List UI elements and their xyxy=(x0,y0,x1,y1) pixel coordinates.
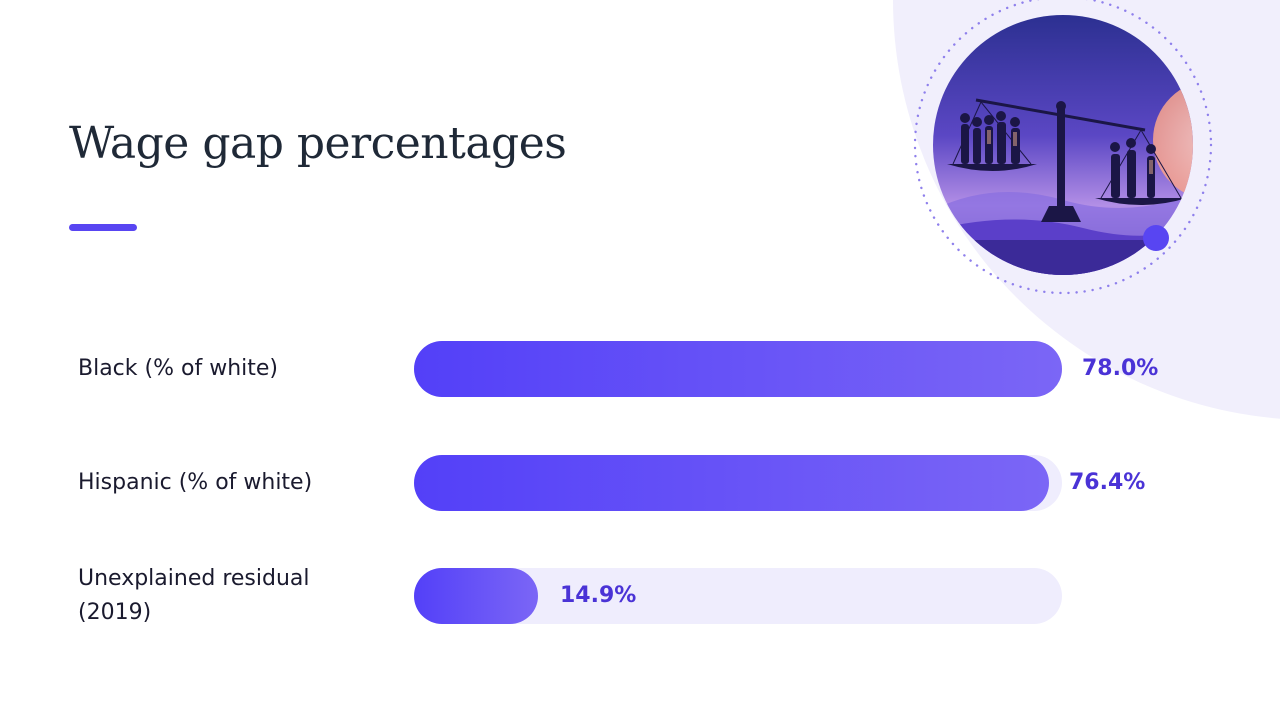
bar-label: Black (% of white) xyxy=(78,356,278,381)
bar-value-label: 76.4% xyxy=(1069,470,1146,495)
bar xyxy=(414,341,1062,397)
bar-track xyxy=(414,341,1062,397)
bar xyxy=(414,568,538,624)
bar-track xyxy=(414,568,1062,624)
page-title: Wage gap percentages xyxy=(69,118,567,169)
bar-value-label: 78.0% xyxy=(1082,356,1159,381)
bar-label: Unexplained residual (2019) xyxy=(78,566,310,625)
balance-scale-illustration xyxy=(913,0,1213,295)
bar-value-label: 14.9% xyxy=(560,583,637,608)
title-accent-line xyxy=(69,224,137,231)
bar xyxy=(414,455,1049,511)
bar-label: Hispanic (% of white) xyxy=(78,470,313,495)
bar-track xyxy=(414,455,1062,511)
